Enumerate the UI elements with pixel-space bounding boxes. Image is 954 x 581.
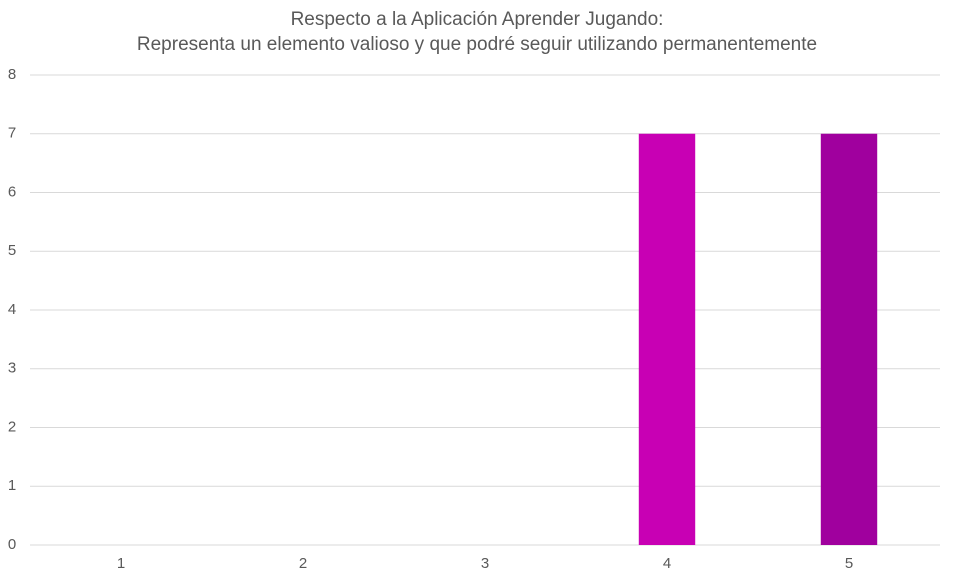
- chart-subtitle: Representa un elemento valioso y que pod…: [137, 34, 817, 55]
- y-tick-label: 6: [8, 183, 16, 200]
- y-tick-label: 8: [8, 66, 16, 83]
- y-tick-label: 7: [8, 125, 16, 142]
- y-tick-label: 1: [8, 477, 16, 494]
- x-tick-label: 3: [481, 555, 489, 572]
- bar: [820, 133, 878, 545]
- x-tick-label: 5: [845, 555, 853, 572]
- bar: [638, 133, 696, 545]
- y-tick-label: 0: [8, 536, 16, 553]
- y-tick-label: 4: [8, 301, 16, 318]
- x-tick-label: 4: [663, 555, 671, 572]
- chart-title: Respecto a la Aplicación Aprender Jugand…: [291, 9, 664, 30]
- y-tick-label: 2: [8, 418, 16, 435]
- x-tick-label: 1: [117, 555, 125, 572]
- y-tick-label: 3: [8, 360, 16, 377]
- y-tick-label: 5: [8, 242, 16, 259]
- x-tick-label: 2: [299, 555, 307, 572]
